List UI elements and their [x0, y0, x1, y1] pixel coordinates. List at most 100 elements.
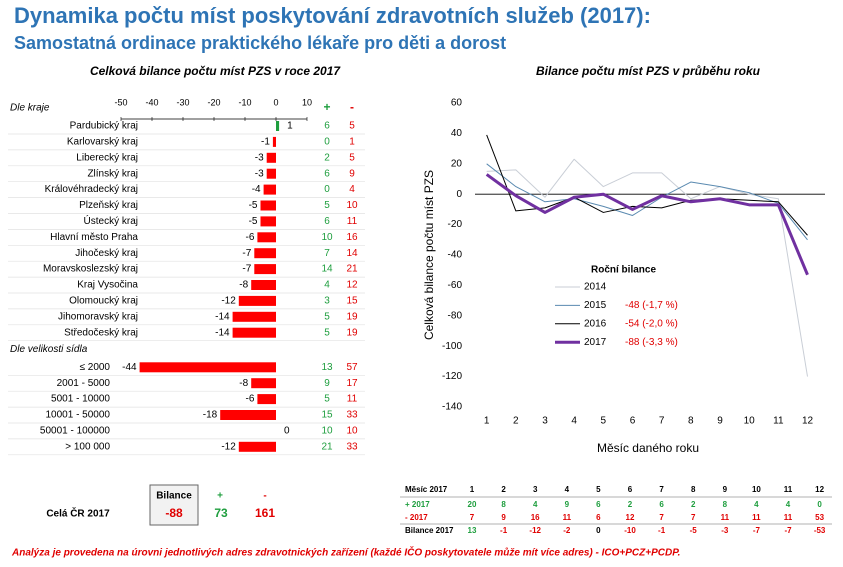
table-cell: 10: [752, 485, 761, 494]
table-cell: 6: [628, 485, 633, 494]
table-cell: 4: [533, 500, 538, 509]
y-tick-label: -40: [448, 250, 463, 261]
bar: [254, 264, 276, 275]
minus-value: 9: [349, 168, 355, 179]
legend-label: 2015: [584, 300, 607, 311]
minus-value: 19: [346, 327, 358, 338]
minus-value: 5: [349, 152, 355, 163]
plus-value: 6: [324, 168, 330, 179]
plus-value: 5: [324, 394, 330, 405]
value-label: -6: [245, 232, 254, 243]
series-line: [486, 134, 808, 236]
bar: [257, 394, 276, 405]
plus-value: 2: [324, 152, 330, 163]
y-tick-label: -140: [442, 402, 462, 413]
category-label: Královéhradecký kraj: [45, 184, 138, 195]
table-cell: 2: [628, 500, 633, 509]
bar: [266, 152, 276, 163]
table-cell: 11: [563, 513, 572, 522]
page-title: Dynamika počtu míst poskytování zdravotn…: [14, 3, 651, 28]
table-cell: -5: [690, 526, 698, 535]
table-cell: 12: [626, 513, 635, 522]
plus-value: 15: [321, 410, 333, 421]
bar: [260, 200, 276, 211]
value-label: 1: [287, 121, 293, 132]
category-label: 10001 - 50000: [45, 410, 110, 421]
table-cell: -3: [721, 526, 729, 535]
x-tick-label: -40: [145, 97, 158, 107]
table-cell: -7: [753, 526, 761, 535]
x-tick-label: -10: [238, 97, 251, 107]
x-tick-label: 0: [273, 97, 278, 107]
plus-value: 6: [324, 121, 330, 132]
table-cell: -1: [500, 526, 508, 535]
value-label: -12: [221, 296, 236, 307]
table-cell: 8: [501, 500, 506, 509]
table-cell: 7: [470, 513, 475, 522]
y-tick-label: -100: [442, 341, 462, 352]
category-label: Pardubický kraj: [70, 121, 138, 132]
table-row-label: - 2017: [405, 513, 428, 522]
table-cell: 6: [596, 513, 601, 522]
table-cell: 7: [659, 485, 664, 494]
minus-value: 1: [349, 137, 355, 148]
minus-value: 5: [349, 121, 355, 132]
y-tick-label: 40: [451, 128, 463, 139]
plus-value: 14: [321, 264, 333, 275]
line-chart-title: Bilance počtu míst PZS v průběhu roku: [536, 64, 761, 78]
y-tick-label: 60: [451, 98, 463, 109]
table-cell: 9: [723, 485, 728, 494]
table-cell: 11: [721, 513, 730, 522]
table-cell: 5: [596, 485, 601, 494]
plus-value: 21: [321, 441, 333, 452]
x-tick-label: -20: [207, 97, 220, 107]
x-tick-label: 11: [773, 416, 784, 427]
x-tick-label: 6: [630, 416, 636, 427]
summary-header: -: [263, 491, 266, 502]
table-cell: 3: [533, 485, 538, 494]
table-cell: -12: [529, 526, 541, 535]
y-tick-label: -120: [442, 371, 462, 382]
bar: [251, 378, 276, 389]
plus-value: 13: [321, 362, 333, 373]
minus-value: 11: [347, 216, 358, 227]
footnote: Analýza je provedena na úrovni jednotliv…: [11, 546, 680, 559]
value-label: -6: [245, 394, 254, 405]
value-label: -14: [215, 311, 230, 322]
column-header: +: [323, 100, 330, 114]
legend-title: Roční bilance: [591, 265, 656, 276]
category-label: Liberecký kraj: [76, 152, 138, 163]
bar: [272, 136, 276, 147]
category-label: 5001 - 10000: [51, 394, 110, 405]
plus-value: 4: [324, 280, 330, 291]
minus-value: 4: [349, 184, 355, 195]
legend-label: 2016: [584, 318, 607, 329]
value-label: -3: [255, 168, 264, 179]
category-label: Ústecký kraj: [84, 214, 138, 227]
table-cell: 1: [470, 485, 475, 494]
value-label: -4: [252, 184, 261, 195]
plus-value: 3: [324, 296, 330, 307]
category-label: Zlínský kraj: [87, 168, 138, 179]
value-label: -1: [261, 137, 270, 148]
y-tick-label: -20: [448, 219, 463, 230]
x-tick-label: -50: [114, 97, 127, 107]
bar: [276, 121, 280, 131]
minus-value: 57: [346, 362, 358, 373]
value-label: -8: [239, 280, 248, 291]
table-cell: 11: [752, 513, 761, 522]
minus-value: 16: [346, 232, 358, 243]
plus-value: 0: [324, 137, 330, 148]
table-cell: 20: [468, 500, 477, 509]
table-row-label: + 2017: [405, 500, 430, 509]
summary-value: 161: [255, 506, 275, 520]
plus-value: 9: [324, 378, 330, 389]
table-cell: -53: [814, 526, 826, 535]
table-row-label: Bilance 2017: [405, 526, 454, 535]
value-label: -12: [221, 441, 236, 452]
value-label: -8: [239, 378, 248, 389]
group-label: Dle velikosti sídla: [10, 344, 88, 355]
bar: [220, 410, 276, 420]
summary-box: [149, 484, 199, 526]
category-label: Olomoucký kraj: [69, 296, 138, 307]
